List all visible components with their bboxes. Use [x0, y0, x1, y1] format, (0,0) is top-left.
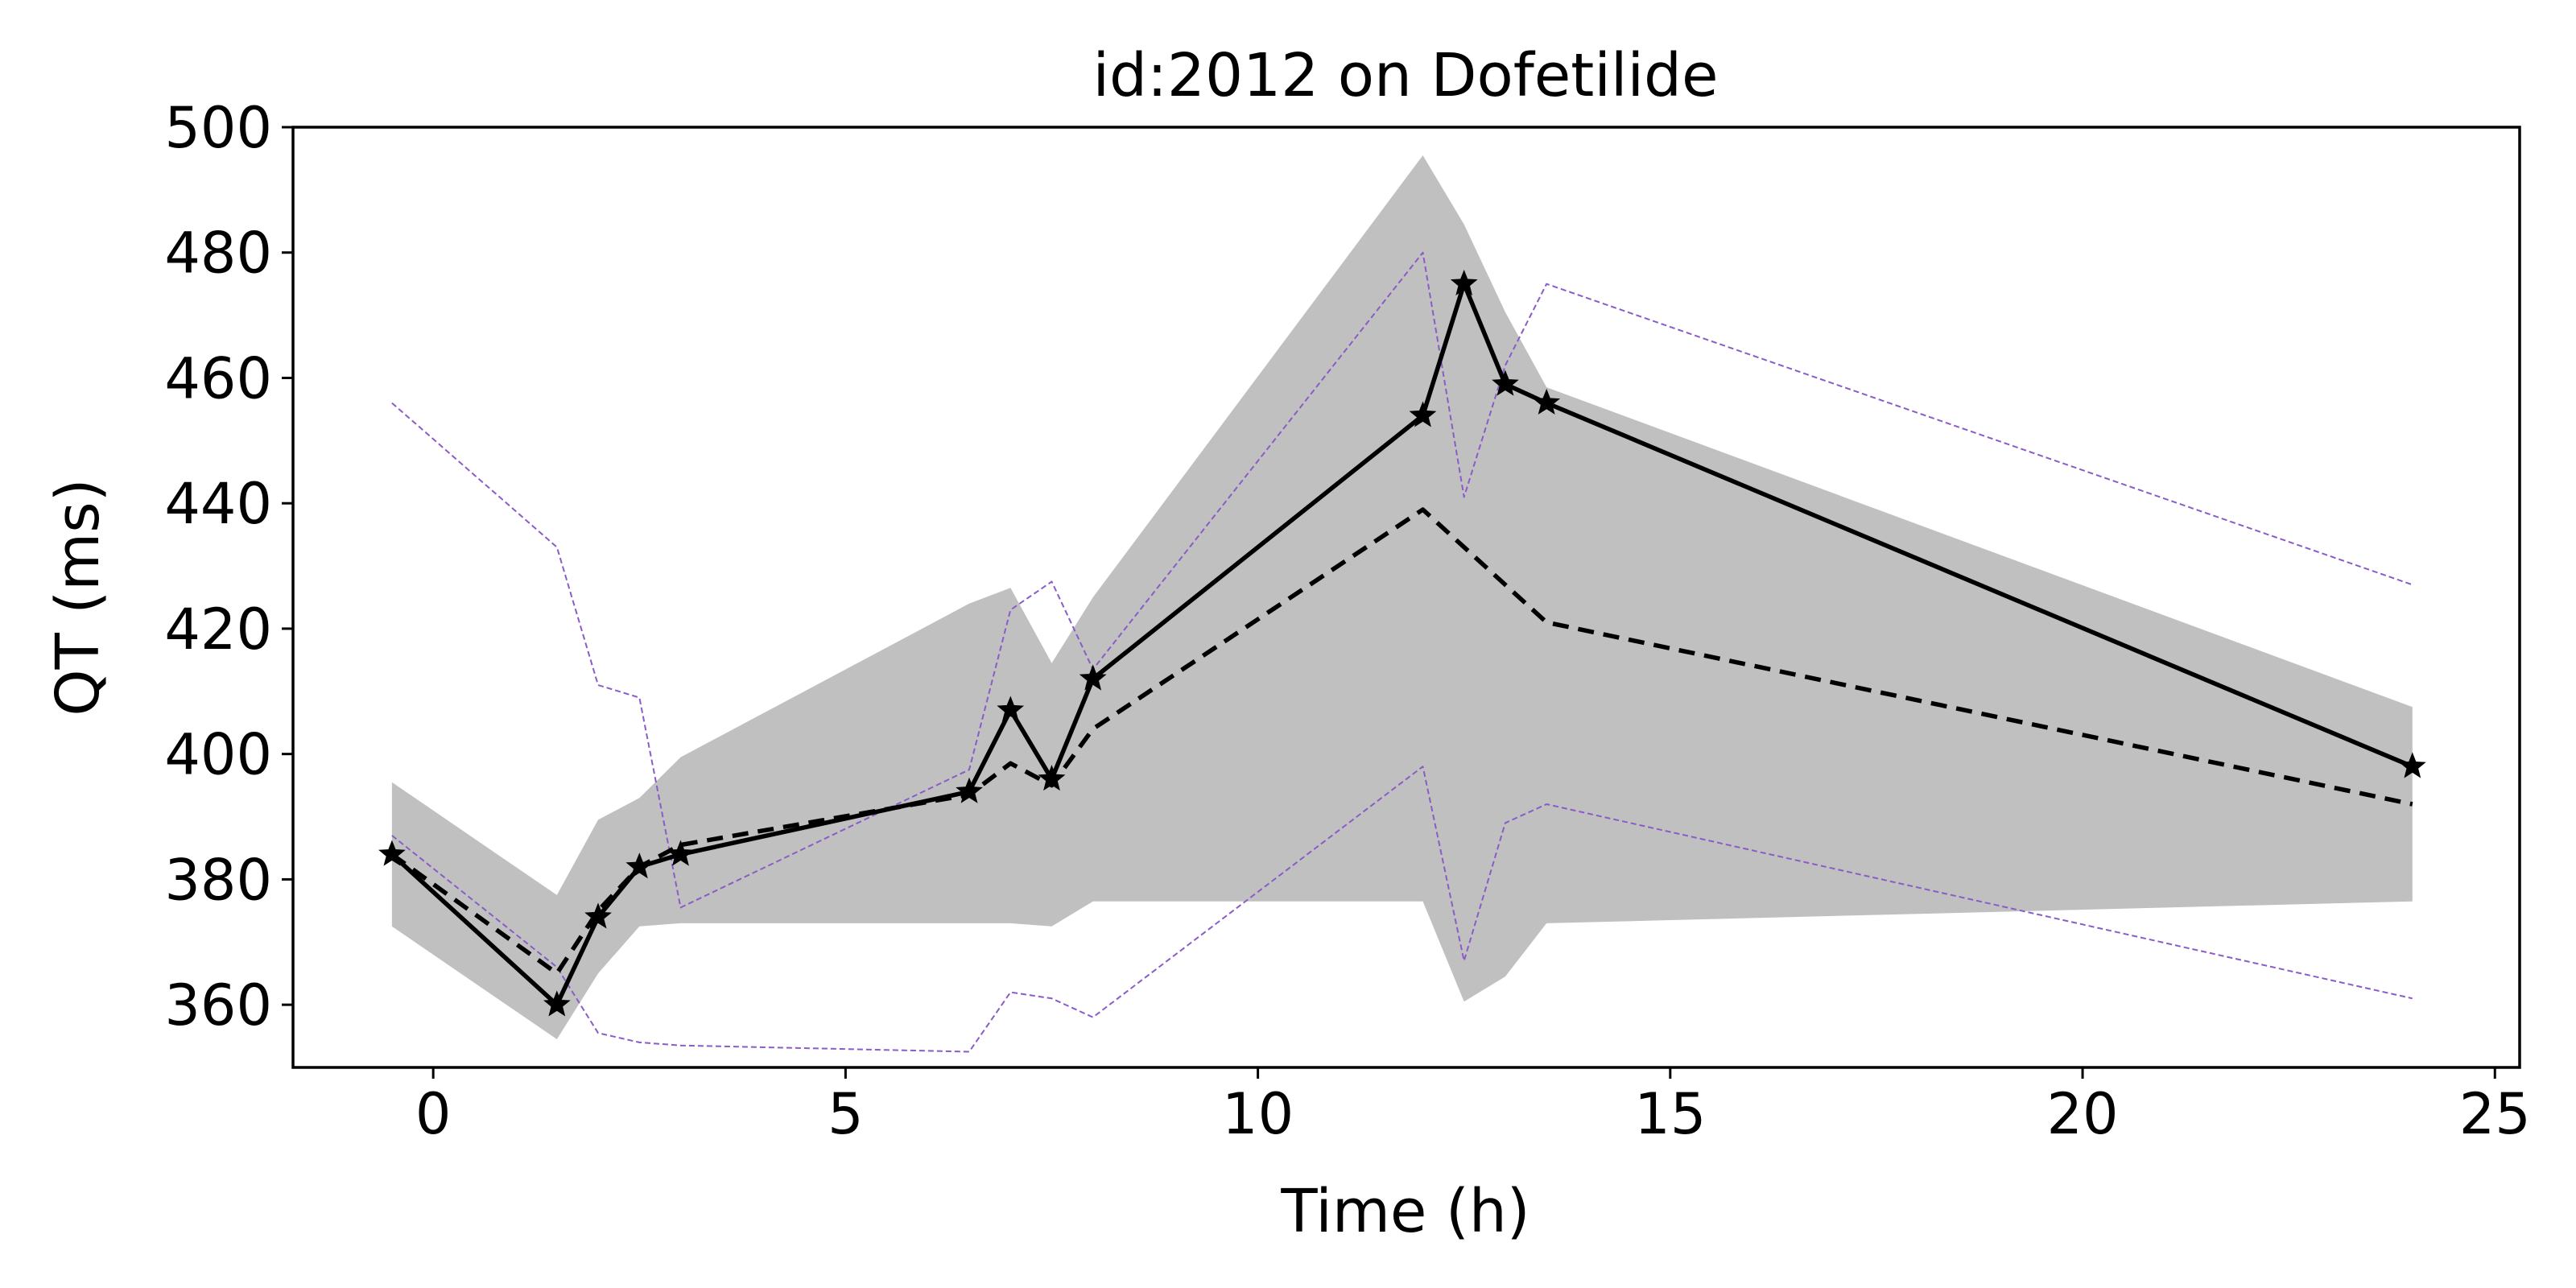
- series-lines: [390, 251, 2413, 1053]
- data-point-star: [997, 696, 1025, 722]
- data-point-star: [584, 902, 612, 929]
- data-point-star: [543, 990, 571, 1017]
- series-line-thin-dashed-upper: [391, 251, 2413, 909]
- y-tick-label: 460: [164, 345, 272, 411]
- y-axis-ticks: 360 380 400 420 440 460 480 500: [164, 95, 293, 1038]
- band-area: [391, 155, 2413, 1039]
- plot-frame: [291, 126, 2521, 1069]
- x-tick-label: 10: [1222, 1081, 1294, 1147]
- series-line-solid-star: [390, 281, 2413, 1007]
- x-tick-label: 5: [828, 1081, 864, 1147]
- x-tick-label: 15: [1634, 1081, 1706, 1147]
- data-point-star: [667, 840, 695, 866]
- data-point-star: [1038, 765, 1066, 791]
- x-axis-ticks: 0 5 10 15 20 25: [415, 1067, 2531, 1147]
- data-point-markers: [378, 269, 2426, 1017]
- chart-title: id:2012 on Dofetilide: [1092, 41, 1718, 110]
- y-tick-label: 420: [164, 597, 272, 663]
- x-axis-label: Time (h): [1280, 1177, 1530, 1246]
- data-point-star: [1409, 401, 1437, 427]
- x-tick-label: 20: [2047, 1081, 2119, 1147]
- y-tick-label: 380: [164, 847, 272, 913]
- data-point-star: [1450, 269, 1478, 296]
- y-axis-label: QT (ms): [43, 478, 113, 716]
- y-tick-label: 360: [164, 972, 272, 1038]
- y-tick-label: 480: [164, 221, 272, 287]
- y-tick-label: 500: [164, 95, 272, 161]
- data-point-star: [1079, 664, 1107, 691]
- data-point-star: [1492, 369, 1519, 396]
- y-tick-label: 400: [164, 722, 272, 788]
- data-point-star: [956, 777, 983, 803]
- data-point-star: [2398, 752, 2426, 778]
- x-tick-label: 0: [415, 1081, 452, 1147]
- y-tick-label: 440: [164, 471, 272, 537]
- data-point-star: [378, 840, 406, 866]
- confidence-band: [391, 155, 2413, 1039]
- x-tick-label: 25: [2459, 1081, 2531, 1147]
- series-line-dashed: [390, 507, 2413, 976]
- series-line-thin-dashed-lower: [391, 766, 2413, 1053]
- data-point-star: [1533, 388, 1561, 415]
- data-point-star: [625, 852, 654, 879]
